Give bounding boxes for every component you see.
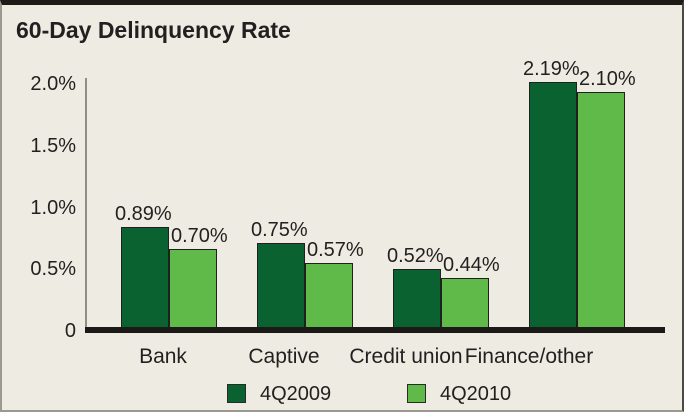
- category-label-finance-other: Finance/other: [464, 345, 594, 368]
- category-label-credit-union: Credit union: [349, 345, 463, 368]
- legend-swatch-4q2009: [227, 384, 246, 403]
- bar-4q2009-finance-other: [529, 82, 577, 328]
- category-label-captive: Captive: [248, 345, 320, 368]
- value-label-4q2009-finance-other: 2.19%: [523, 58, 580, 80]
- y-axis-tick-0: 0: [64, 320, 76, 342]
- legend-swatch-4q2010: [407, 384, 426, 403]
- bar-4q2010-credit-union: [441, 278, 489, 328]
- y-axis-tick-1-5-: 1.5%: [30, 134, 76, 157]
- bar-4q2010-finance-other: [577, 92, 625, 328]
- value-label-4q2009-credit-union: 0.52%: [387, 245, 444, 267]
- bar-4q2009-bank: [121, 227, 169, 328]
- value-label-4q2009-bank: 0.89%: [115, 203, 172, 225]
- value-label-4q2010-bank: 0.70%: [171, 225, 228, 247]
- value-label-4q2010-finance-other: 2.10%: [579, 68, 636, 90]
- category-label-bank: Bank: [139, 345, 187, 368]
- bar-4q2009-credit-union: [393, 269, 441, 328]
- y-axis-tick-2-0-: 2.0%: [30, 73, 76, 95]
- y-axis-line: [85, 78, 87, 327]
- value-label-4q2010-captive: 0.57%: [307, 239, 364, 261]
- x-axis-baseline: [85, 327, 665, 333]
- legend-label-4q2010: 4Q2010: [440, 383, 512, 405]
- value-label-4q2010-credit-union: 0.44%: [443, 254, 500, 276]
- y-axis-tick-1-0-: 1.0%: [30, 196, 76, 219]
- chart-title: 60-Day Delinquency Rate: [16, 17, 291, 43]
- legend-label-4q2009: 4Q2009: [260, 383, 332, 405]
- bar-4q2009-captive: [257, 243, 305, 328]
- bar-4q2010-captive: [305, 263, 353, 328]
- plot-area: 2.0% 1.5% 1.0% 0.5% 0 0.89% 0.75% 0.52% 2.19% 0.7…: [2, 5, 682, 410]
- value-label-4q2009-captive: 0.75%: [251, 219, 308, 241]
- y-axis-tick-0-5-: 0.5%: [30, 258, 76, 281]
- bar-4q2010-bank: [169, 249, 217, 328]
